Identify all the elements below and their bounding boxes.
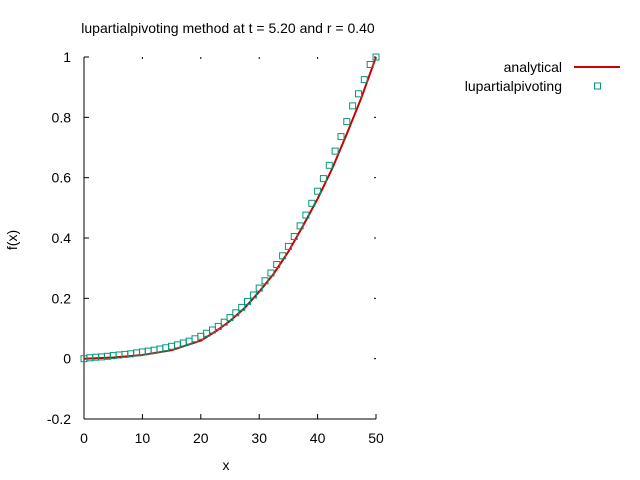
data-point-lupartialpivoting	[279, 252, 287, 260]
legend: analytical lupartialpivoting	[465, 59, 620, 94]
data-point-lupartialpivoting	[372, 53, 380, 61]
y-tick-label: 0	[63, 351, 71, 367]
y-tick-label: 0.6	[52, 170, 72, 186]
data-point-lupartialpivoting	[360, 76, 368, 84]
data-point-lupartialpivoting	[331, 147, 339, 155]
y-tick-label: -0.2	[47, 411, 71, 427]
y-tick-label: 0.4	[52, 230, 72, 246]
chart-title: lupartialpivoting method at t = 5.20 and…	[81, 20, 375, 36]
plot-axes	[83, 57, 376, 420]
data-point-lupartialpivoting	[244, 297, 251, 305]
grid-marks	[83, 56, 377, 420]
data-point-lupartialpivoting	[226, 314, 234, 322]
y-axis-label: f(x)	[4, 230, 20, 250]
series-layer	[80, 53, 380, 363]
data-point-lupartialpivoting	[238, 303, 246, 311]
x-axis-ticks: 0 10 20 30 40 50	[80, 414, 384, 446]
data-point-lupartialpivoting	[319, 175, 327, 183]
data-point-lupartialpivoting	[284, 242, 292, 250]
x-tick-label: 30	[251, 430, 267, 446]
data-point-lupartialpivoting	[325, 161, 333, 169]
data-point-lupartialpivoting	[273, 261, 281, 268]
data-point-lupartialpivoting	[343, 118, 351, 126]
series-line-analytical	[83, 56, 377, 360]
data-point-lupartialpivoting	[220, 318, 228, 326]
y-tick-label: 0.2	[52, 290, 72, 306]
legend-label-analytical: analytical	[504, 59, 562, 75]
x-tick-label: 50	[368, 430, 384, 446]
y-tick-label: 0.8	[52, 109, 72, 125]
data-point-lupartialpivoting	[302, 211, 310, 219]
x-tick-label: 0	[80, 430, 88, 446]
data-point-lupartialpivoting	[209, 326, 216, 334]
legend-swatch-lupartialpivoting	[594, 82, 601, 90]
x-tick-label: 20	[193, 430, 209, 446]
data-point-lupartialpivoting	[214, 322, 222, 330]
data-point-lupartialpivoting	[308, 199, 316, 207]
data-point-lupartialpivoting	[290, 233, 298, 240]
data-point-lupartialpivoting	[314, 187, 322, 195]
x-axis-label: x	[223, 457, 230, 473]
x-tick-label: 40	[310, 430, 326, 446]
data-point-lupartialpivoting	[355, 90, 362, 98]
legend-label-lupartialpivoting: lupartialpivoting	[465, 78, 562, 94]
y-axis-ticks: -0.2 0 0.2 0.4 0.6 0.8 1	[47, 49, 89, 427]
y-tick-label: 1	[63, 49, 71, 65]
data-point-lupartialpivoting	[337, 133, 345, 141]
data-point-lupartialpivoting	[255, 284, 263, 292]
data-point-lupartialpivoting	[296, 222, 304, 230]
data-point-lupartialpivoting	[168, 342, 176, 350]
data-point-lupartialpivoting	[261, 277, 269, 285]
data-point-lupartialpivoting	[267, 269, 275, 277]
data-point-lupartialpivoting	[349, 102, 357, 110]
data-point-lupartialpivoting	[366, 61, 374, 68]
data-point-lupartialpivoting	[249, 291, 257, 299]
x-tick-label: 10	[135, 430, 151, 446]
data-point-lupartialpivoting	[232, 309, 240, 317]
